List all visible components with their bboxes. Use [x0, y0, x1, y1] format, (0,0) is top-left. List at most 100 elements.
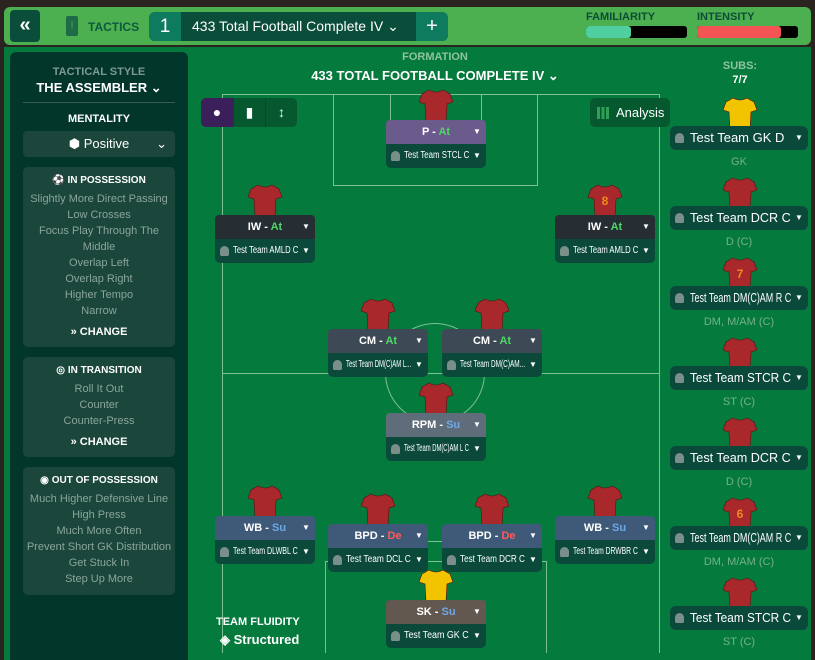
- collapse-button[interactable]: «: [10, 10, 40, 42]
- bottom-penalty-box: [325, 561, 547, 653]
- stats-view-button[interactable]: ▮: [233, 98, 265, 127]
- role: BPD: [354, 530, 378, 542]
- duty: At: [270, 221, 283, 233]
- instructions-view-button[interactable]: ↕: [265, 98, 297, 127]
- sub-card[interactable]: Test Team STCR C ▼ ST (C): [670, 366, 808, 408]
- player-selector[interactable]: Test Team DM(C)AM L C ▼: [386, 437, 486, 461]
- role-selector[interactable]: BPD - De ▼: [328, 524, 428, 548]
- role-selector[interactable]: SK - Su ▼: [386, 600, 486, 624]
- person-icon: [675, 133, 684, 143]
- sub-card[interactable]: Test Team STCR C ▼ ST (C): [670, 606, 808, 648]
- person-icon: [675, 533, 684, 543]
- tactic-name-dropdown[interactable]: 433 Total Football Complete IV ⌄: [192, 18, 399, 35]
- player-selector[interactable]: Test Team DLWBL C ▼: [215, 540, 315, 564]
- in-possession-change-button[interactable]: » CHANGE: [70, 326, 128, 338]
- player-name: Test Team DCR C: [460, 554, 525, 565]
- add-tactic-button[interactable]: +: [416, 12, 448, 41]
- role-selector[interactable]: IW - At ▼: [215, 215, 315, 239]
- in-transition-change-button[interactable]: » CHANGE: [70, 436, 128, 448]
- role-selector[interactable]: WB - Su ▼: [215, 516, 315, 540]
- player-card[interactable]: BPD - De ▼ Test Team DCR C ▼: [442, 524, 542, 572]
- sub-player-selector[interactable]: Test Team STCR C ▼: [670, 606, 808, 630]
- player-view-button[interactable]: ●: [201, 98, 233, 127]
- instruction-item: Focus Play Through The Middle: [38, 225, 160, 253]
- tactical-style-dropdown[interactable]: THE ASSEMBLER ⌄: [36, 80, 161, 96]
- panel-title: IN TRANSITION: [67, 365, 142, 376]
- player-card[interactable]: WB - Su ▼ Test Team DRWBR C ▼: [555, 516, 655, 564]
- instruction-item: Much Higher Defensive Line: [29, 493, 169, 505]
- analysis-button[interactable]: Analysis: [590, 98, 670, 127]
- person-icon: [391, 444, 400, 454]
- player-card[interactable]: CM - At ▼ Test Team DM(C)AM L... ▼: [328, 329, 428, 377]
- change-label: CHANGE: [79, 326, 128, 338]
- fluidity-text: Structured: [233, 632, 300, 647]
- player-selector[interactable]: Test Team STCL C ▼: [386, 144, 486, 168]
- dropdown-arrow-icon: ▼: [473, 444, 481, 453]
- sub-player-selector[interactable]: Test Team DM(C)AM R C ▼: [670, 286, 808, 310]
- role-selector[interactable]: CM - At ▼: [442, 329, 542, 353]
- chevron-down-icon: ⌄: [547, 68, 559, 83]
- role-selector[interactable]: RPM - Su ▼: [386, 413, 486, 437]
- player-card[interactable]: IW - At ▼ Test Team AMLD C ▼: [555, 215, 655, 263]
- role-selector[interactable]: IW - At ▼: [555, 215, 655, 239]
- mentality-dropdown[interactable]: ⬢ Positive ⌄: [23, 131, 175, 157]
- dropdown-arrow-icon: ▼: [415, 360, 423, 369]
- sub-card[interactable]: Test Team DCR C ▼ D (C): [670, 446, 808, 488]
- player-selector[interactable]: Test Team GK C ▼: [386, 624, 486, 648]
- sub-player-selector[interactable]: Test Team DCR C ▼: [670, 446, 808, 470]
- sub-player-selector[interactable]: Test Team STCR C ▼: [670, 366, 808, 390]
- sub-card[interactable]: Test Team GK D ▼ GK: [670, 126, 808, 168]
- player-selector[interactable]: Test Team DM(C)AM... ▼: [442, 353, 542, 377]
- player-selector[interactable]: Test Team AMLD C ▼: [555, 239, 655, 263]
- dropdown-arrow-icon: ▼: [473, 607, 481, 616]
- instruction-item: Slightly More Direct Passing: [30, 193, 168, 205]
- dropdown-arrow-icon: ▼: [795, 133, 803, 142]
- dropdown-arrow-icon: ▼: [529, 555, 537, 564]
- sub-card[interactable]: Test Team DM(C)AM R C ▼ DM, M/AM (C): [670, 526, 808, 568]
- role: P: [421, 126, 430, 138]
- sub-player-selector[interactable]: Test Team GK D ▼: [670, 126, 808, 150]
- dropdown-arrow-icon: ▼: [302, 246, 310, 255]
- player-card[interactable]: BPD - De ▼ Test Team DCL C ▼: [328, 524, 428, 572]
- player-selector[interactable]: Test Team DM(C)AM L... ▼: [328, 353, 428, 377]
- player-card[interactable]: P - At ▼ Test Team STCL C ▼: [386, 120, 486, 168]
- player-selector[interactable]: Test Team DCL C ▼: [328, 548, 428, 572]
- player-selector[interactable]: Test Team AMLD C ▼: [215, 239, 315, 263]
- player-selector[interactable]: Test Team DCR C ▼: [442, 548, 542, 572]
- shirt-icon: [474, 493, 510, 526]
- tactic-selector[interactable]: 1 433 Total Football Complete IV ⌄ +: [149, 12, 448, 41]
- intensity-bar[interactable]: [697, 26, 798, 38]
- person-icon: [675, 613, 684, 623]
- player-card[interactable]: SK - Su ▼ Test Team GK C ▼: [386, 600, 486, 648]
- familiarity-bar[interactable]: [586, 26, 687, 38]
- formation-dropdown[interactable]: 433 TOTAL FOOTBALL COMPLETE IV ⌄: [200, 68, 670, 84]
- player-card[interactable]: RPM - Su ▼ Test Team DM(C)AM L C ▼: [386, 413, 486, 461]
- in-possession-panel: ⚽ IN POSSESSION Slightly More Direct Pas…: [23, 167, 175, 347]
- sub-player-selector[interactable]: Test Team DCR C ▼: [670, 206, 808, 230]
- sub-player-selector[interactable]: Test Team DM(C)AM R C ▼: [670, 526, 808, 550]
- svg-text:7: 7: [737, 267, 744, 281]
- role-selector[interactable]: P - At ▼: [386, 120, 486, 144]
- player-card[interactable]: CM - At ▼ Test Team DM(C)AM... ▼: [442, 329, 542, 377]
- dropdown-arrow-icon: ▼: [642, 246, 650, 255]
- dropdown-arrow-icon: ▼: [415, 531, 423, 540]
- subs-count: 7/7: [732, 74, 748, 86]
- tactics-icon: !: [66, 16, 78, 36]
- instruction-item: Counter-Press: [63, 415, 135, 427]
- sidebar: TACTICAL STYLE THE ASSEMBLER ⌄ MENTALITY…: [10, 52, 188, 660]
- role-selector[interactable]: WB - Su ▼: [555, 516, 655, 540]
- player-name: Test Team DM(C)AM...: [460, 359, 526, 370]
- tactic-number: 1: [149, 12, 181, 41]
- player-selector[interactable]: Test Team DRWBR C ▼: [555, 540, 655, 564]
- player-card[interactable]: WB - Su ▼ Test Team DLWBL C ▼: [215, 516, 315, 564]
- role-selector[interactable]: BPD - De ▼: [442, 524, 542, 548]
- sub-position: D (C): [725, 476, 753, 488]
- player-card[interactable]: IW - At ▼ Test Team AMLD C ▼: [215, 215, 315, 263]
- shirt-icon: [722, 97, 758, 130]
- role-selector[interactable]: CM - At ▼: [328, 329, 428, 353]
- sub-card[interactable]: Test Team DM(C)AM R C ▼ DM, M/AM (C): [670, 286, 808, 328]
- sub-name: Test Team DCR C: [690, 450, 791, 465]
- sub-card[interactable]: Test Team DCR C ▼ D (C): [670, 206, 808, 248]
- duty: De: [501, 530, 516, 542]
- person-icon: [560, 246, 569, 256]
